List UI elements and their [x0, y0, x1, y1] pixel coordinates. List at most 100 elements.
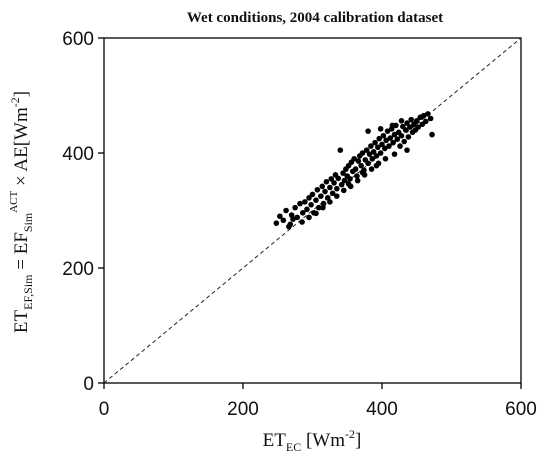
x-tick-label: 0: [99, 399, 110, 420]
data-point: [359, 150, 366, 156]
data-point: [397, 143, 403, 149]
x-axis-label: ETEC [Wm-2]: [263, 427, 362, 453]
y-tick-label: 0: [83, 374, 94, 395]
data-point: [404, 120, 410, 126]
data-point: [365, 128, 371, 134]
data-point: [340, 170, 346, 176]
x-tick-label: 400: [366, 399, 398, 420]
y-tick-label: 600: [62, 29, 94, 50]
y-label-unit-exp: -2: [8, 97, 22, 107]
data-point: [373, 153, 380, 159]
data-point: [404, 147, 410, 153]
y-tick-label: 400: [62, 144, 94, 165]
data-point: [425, 111, 431, 117]
data-point: [383, 137, 389, 144]
data-point: [314, 187, 321, 193]
data-point: [375, 144, 381, 151]
data-point: [299, 210, 306, 216]
data-point: [384, 128, 391, 134]
axis-ticks: 0 200 400 600 0 200 400 600: [62, 29, 537, 420]
data-point: [387, 135, 394, 141]
data-points: [273, 111, 435, 230]
data-point: [402, 127, 409, 133]
data-point: [308, 201, 314, 208]
data-point: [334, 193, 340, 199]
data-point: [334, 185, 340, 192]
data-point: [405, 134, 412, 140]
chart-title: Wet conditions, 2004 calibration dataset: [187, 10, 443, 26]
data-point: [355, 158, 362, 164]
data-point: [398, 132, 405, 139]
data-point: [345, 181, 352, 187]
data-point: [329, 190, 336, 197]
data-point: [280, 217, 287, 224]
data-point: [313, 197, 319, 203]
x-label-unit-close: ]: [355, 430, 361, 451]
data-point: [327, 199, 333, 205]
data-point: [287, 221, 294, 228]
data-point: [390, 139, 396, 146]
x-label-unit: [Wm: [301, 430, 345, 451]
data-point: [313, 210, 319, 217]
data-point: [302, 199, 308, 205]
x-label-main: ET: [263, 430, 287, 451]
data-point: [340, 187, 347, 194]
data-point: [323, 178, 330, 185]
data-point: [380, 132, 387, 139]
data-point: [391, 151, 398, 157]
x-tick-label: 200: [227, 399, 259, 420]
data-point: [381, 145, 388, 152]
data-point: [347, 176, 353, 182]
data-point: [429, 131, 435, 138]
data-point: [273, 220, 280, 226]
data-point: [320, 204, 326, 211]
one-to-one-line: [103, 37, 522, 384]
y-tick-label: 200: [62, 259, 94, 280]
plot-frame: [103, 37, 522, 384]
data-point: [319, 183, 326, 190]
data-point: [422, 118, 429, 125]
data-point: [306, 195, 312, 201]
x-label-unit-exp: -2: [345, 427, 355, 441]
data-point: [315, 204, 322, 211]
data-point: [386, 143, 392, 149]
data-point: [306, 214, 312, 221]
data-point: [373, 162, 380, 169]
y-label-ef-sup: ACT: [8, 190, 20, 212]
y-label-et: ET: [11, 310, 32, 334]
data-point: [365, 160, 371, 167]
data-point: [341, 177, 348, 184]
data-point: [297, 200, 303, 207]
data-point: [391, 131, 398, 138]
x-tick-label: 600: [505, 399, 537, 420]
data-point: [294, 214, 301, 221]
data-point: [394, 136, 401, 142]
data-point: [377, 126, 384, 132]
data-point: [358, 162, 364, 169]
data-point: [331, 180, 337, 186]
data-point: [369, 155, 376, 162]
data-point: [368, 166, 375, 172]
data-point: [401, 138, 408, 145]
data-point: [328, 176, 335, 182]
y-axis-label: ETEF,Sim = EFSimACT × AE[Wm-2]: [8, 91, 35, 333]
data-point: [292, 204, 298, 211]
data-point: [407, 124, 413, 130]
y-label-et-sub: EF,Sim: [21, 274, 35, 310]
data-point: [427, 115, 434, 122]
data-point: [304, 206, 310, 213]
data-point: [337, 147, 344, 153]
y-label-ef-sub: Sim: [21, 212, 35, 232]
data-point: [376, 135, 383, 142]
data-point: [354, 177, 361, 184]
data-point: [415, 124, 421, 130]
data-point: [370, 149, 377, 155]
data-point: [408, 116, 414, 123]
data-point: [322, 188, 328, 195]
data-point: [351, 155, 358, 162]
data-point: [338, 181, 345, 188]
data-point: [398, 118, 405, 124]
data-point: [366, 151, 373, 157]
data-point: [354, 173, 360, 179]
data-point: [372, 139, 378, 146]
